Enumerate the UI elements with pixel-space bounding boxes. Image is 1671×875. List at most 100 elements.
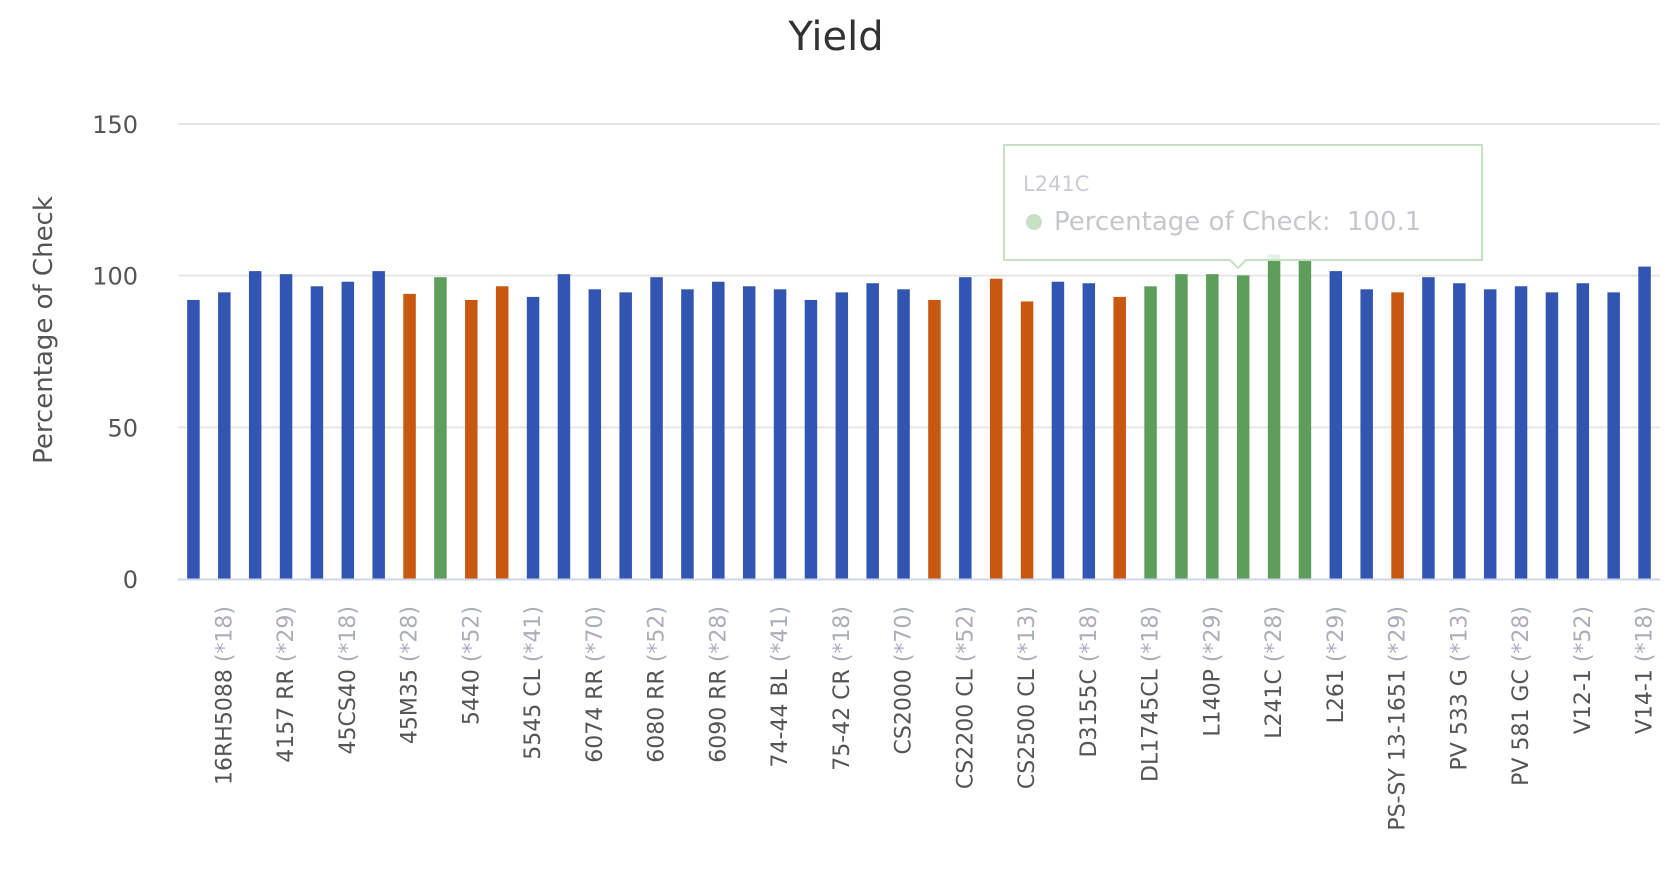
x-tick-name: 6090 RR [706, 669, 731, 763]
x-tick-label: CS2000 (*70) [892, 606, 917, 754]
svg-text:Percentage of Check: 100: Percentage of Check: 100.1 [1054, 207, 1421, 237]
bar[interactable] [1298, 260, 1312, 580]
x-tick-label: 6080 RR (*52) [645, 606, 670, 763]
bar[interactable] [248, 271, 262, 579]
x-tick-label: 75-42 CR (*18) [830, 606, 855, 771]
y-tick-label: 150 [92, 111, 138, 139]
x-tick-label: 5440 (*52) [459, 606, 484, 725]
bar[interactable] [1113, 296, 1126, 579]
x-tick-label: 45CS40 (*18) [336, 606, 361, 754]
bar[interactable] [1329, 271, 1343, 579]
x-tick-label: V12-1 (*52) [1571, 606, 1596, 734]
bar[interactable] [403, 293, 416, 579]
x-tick-label: 74-44 BL (*41) [768, 606, 793, 767]
x-tick-name: 75-42 CR [830, 669, 855, 771]
x-tick-label: D3155C (*18) [1077, 606, 1102, 757]
bar[interactable] [1051, 281, 1065, 579]
x-tick-label: 5545 CL (*41) [521, 606, 546, 760]
x-tick-name: 6080 RR [645, 669, 670, 763]
bar[interactable] [989, 278, 1003, 579]
bar[interactable] [310, 286, 324, 579]
bar[interactable] [742, 286, 756, 579]
x-tick-count: (*13) [1015, 606, 1040, 669]
x-tick-count: (*52) [1571, 606, 1596, 669]
grid-lines [178, 123, 1660, 429]
tooltip-category: L241C [1023, 172, 1089, 196]
x-tick-name: 5440 [459, 669, 484, 725]
bar[interactable] [187, 299, 200, 579]
bar[interactable] [434, 277, 447, 579]
bar[interactable] [279, 274, 293, 579]
bar[interactable] [1545, 292, 1559, 579]
bar[interactable] [1514, 286, 1528, 579]
bar[interactable] [1144, 286, 1157, 579]
tooltip-box [1003, 144, 1483, 270]
bar[interactable] [1483, 289, 1497, 579]
x-tick-name: D3155C [1077, 669, 1102, 757]
bar[interactable] [1082, 283, 1096, 579]
x-tick-name: PS-SY 13-1651 [1386, 669, 1411, 831]
tooltip-label: Percentage of Check: [1054, 207, 1331, 237]
bar[interactable] [650, 277, 663, 579]
bar[interactable] [1576, 283, 1590, 579]
x-tick-name: PV 533 G [1447, 669, 1472, 770]
bar[interactable] [1453, 283, 1466, 579]
bar[interactable] [897, 289, 910, 579]
x-tick-count: (*41) [768, 606, 793, 669]
x-tick-name: 74-44 BL [768, 668, 793, 767]
bar[interactable] [1360, 289, 1373, 579]
x-tick-name: CS2200 CL [953, 668, 978, 789]
bar[interactable] [773, 289, 787, 579]
x-tick-label: L140P (*29) [1200, 606, 1225, 737]
bar[interactable] [1267, 254, 1281, 579]
chart-title: Yield [787, 14, 883, 60]
bar[interactable] [1638, 266, 1651, 579]
x-tick-count: (*70) [892, 606, 917, 669]
bar[interactable] [557, 274, 571, 579]
x-tick-count: (*29) [1386, 606, 1411, 669]
bar[interactable] [1236, 275, 1250, 579]
bar[interactable] [1206, 274, 1219, 579]
x-tick-name: 4157 RR [274, 669, 299, 763]
bar[interactable] [959, 277, 972, 579]
bar[interactable] [619, 292, 632, 579]
x-tick-name: 16RH5088 [212, 669, 237, 785]
x-tick-count: (*29) [274, 606, 299, 669]
x-tick-name: 45M35 [398, 669, 423, 744]
x-tick-label: 16RH5088 (*18) [212, 606, 237, 785]
bar[interactable] [1607, 292, 1620, 579]
x-tick-count: (*28) [1262, 606, 1287, 669]
x-tick-count: (*29) [1200, 606, 1225, 669]
bar[interactable] [218, 292, 231, 579]
x-tick-label: L261 (*29) [1324, 606, 1349, 723]
bar[interactable] [372, 271, 385, 579]
bar[interactable] [835, 292, 849, 579]
bar[interactable] [495, 286, 509, 579]
bar[interactable] [1175, 274, 1188, 579]
x-tick-label: DL1745CL (*18) [1139, 606, 1164, 782]
x-tick-name: CS2000 [892, 669, 917, 754]
x-tick-count: (*18) [830, 606, 855, 669]
bar[interactable] [1422, 277, 1435, 579]
x-tick-name: 5545 CL [521, 668, 546, 759]
bar-series [187, 254, 1651, 579]
x-tick-name: V14-1 [1633, 669, 1658, 734]
x-tick-label: CS2200 CL (*52) [953, 606, 978, 789]
bar[interactable] [866, 283, 879, 579]
bar[interactable] [712, 281, 725, 579]
x-tick-count: (*18) [336, 606, 361, 669]
x-axis-labels: 16RH5088 (*18) 4157 RR (*29) 45CS40 (*18) 4… [212, 606, 1657, 831]
bar[interactable] [1020, 301, 1034, 579]
bar[interactable] [465, 299, 478, 579]
bar[interactable] [681, 289, 694, 579]
bar[interactable] [804, 299, 818, 579]
bar[interactable] [341, 281, 355, 579]
tooltip-series-marker [1026, 214, 1042, 230]
x-tick-name: CS2500 CL [1015, 668, 1040, 789]
bar[interactable] [588, 289, 602, 579]
bar[interactable] [928, 299, 941, 579]
x-tick-count: (*28) [398, 606, 423, 669]
bar[interactable] [1391, 292, 1404, 579]
bar[interactable] [526, 296, 540, 579]
